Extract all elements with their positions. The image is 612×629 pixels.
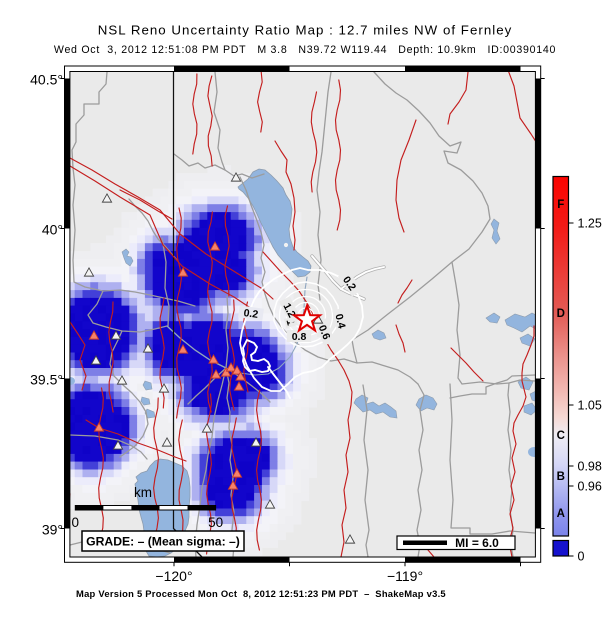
svg-text:km: km	[134, 485, 152, 500]
svg-text:F: F	[557, 199, 564, 211]
svg-text:GRADE: – (Mean sigma: –): GRADE: – (Mean sigma: –)	[86, 535, 240, 549]
svg-text:1.05: 1.05	[578, 399, 602, 413]
svg-text:0.8: 0.8	[292, 331, 307, 343]
svg-text:MI = 6.0: MI = 6.0	[455, 536, 499, 550]
svg-text:0.2: 0.2	[243, 307, 259, 321]
svg-text:50: 50	[208, 515, 223, 530]
svg-text:0: 0	[72, 515, 80, 530]
svg-text:−120°: −120°	[155, 568, 192, 584]
svg-text:40°: 40°	[42, 222, 63, 238]
svg-text:40.5°: 40.5°	[30, 72, 63, 88]
svg-text:D: D	[557, 308, 565, 320]
svg-text:0.96: 0.96	[578, 480, 602, 494]
svg-text:1.25: 1.25	[578, 217, 602, 231]
svg-text:A: A	[557, 508, 565, 520]
svg-text:0.4: 0.4	[332, 313, 347, 330]
svg-text:Map Version 5 Processed Mon Oc: Map Version 5 Processed Mon Oct 8, 2012 …	[76, 588, 446, 599]
svg-text:0.98: 0.98	[578, 460, 602, 474]
svg-text:Wed Oct 3, 2012 12:51:08 PM P: Wed Oct 3, 2012 12:51:08 PM PDT M 3.8 N3…	[54, 44, 556, 56]
svg-text:39°: 39°	[42, 522, 63, 538]
svg-text:B: B	[557, 471, 565, 483]
svg-text:0.6: 0.6	[316, 323, 333, 341]
svg-text:39.5°: 39.5°	[30, 372, 63, 388]
svg-text:NSL Reno Uncertainty Ratio Map: NSL Reno Uncertainty Ratio Map : 12.7 mi…	[98, 23, 513, 38]
svg-text:C: C	[557, 430, 565, 442]
svg-text:0: 0	[578, 550, 585, 564]
svg-text:−119°: −119°	[387, 568, 423, 584]
